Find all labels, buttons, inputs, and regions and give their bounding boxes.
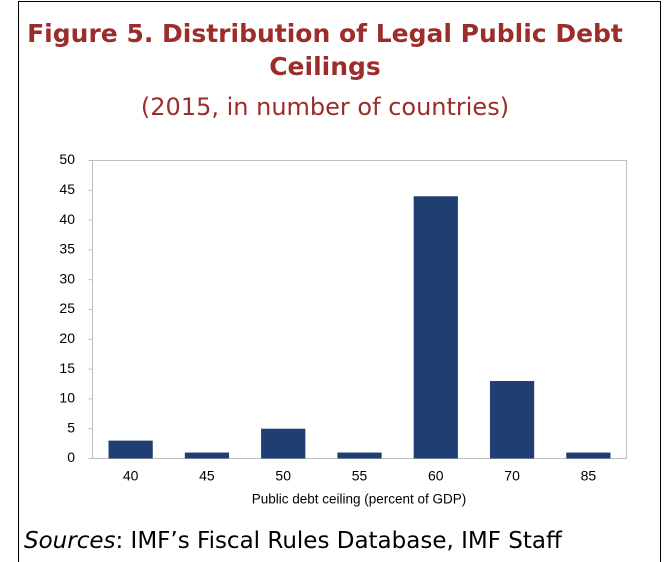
y-tick-label: 10 bbox=[59, 390, 75, 406]
x-axis-label: Public debt ceiling (percent of GDP) bbox=[252, 492, 467, 507]
bar bbox=[489, 381, 535, 459]
y-tick-label: 20 bbox=[59, 330, 75, 346]
x-tick-label: 40 bbox=[123, 468, 139, 484]
chart-title: Ceilings bbox=[269, 52, 381, 81]
y-tick-label: 40 bbox=[59, 211, 75, 227]
x-tick-label: 55 bbox=[352, 468, 368, 484]
bar bbox=[261, 428, 306, 459]
chart-subtitle: (2015, in number of countries) bbox=[141, 93, 509, 121]
source: Sources: IMF’s Fiscal Rules Database, IM… bbox=[24, 528, 563, 554]
x-tick-label: 50 bbox=[275, 468, 291, 484]
y-tick-label: 0 bbox=[67, 449, 75, 465]
y-tick-label: 35 bbox=[59, 241, 75, 257]
bar bbox=[184, 452, 230, 459]
plot-frame bbox=[92, 160, 627, 459]
bar bbox=[337, 452, 382, 459]
x-tick-label: 85 bbox=[581, 468, 597, 484]
y-tick-label: 30 bbox=[59, 270, 75, 286]
y-tick-label: 25 bbox=[59, 300, 75, 316]
chart-title: Figure 5. Distribution of Legal Public D… bbox=[27, 19, 623, 48]
bar bbox=[108, 440, 153, 459]
x-tick-label: 45 bbox=[199, 468, 215, 484]
source-label: Sources bbox=[24, 528, 116, 554]
x-tick-label: 70 bbox=[504, 468, 520, 484]
source-text: : IMF’s Fiscal Rules Database, IMF Staff bbox=[115, 528, 562, 554]
frame bbox=[18, 1, 661, 562]
x-tick-label: 60 bbox=[428, 468, 444, 484]
bar bbox=[413, 196, 458, 459]
y-tick-label: 45 bbox=[59, 181, 75, 197]
y-tick-label: 50 bbox=[59, 151, 75, 167]
bar bbox=[566, 452, 611, 459]
y-tick-label: 15 bbox=[59, 360, 75, 376]
y-tick-label: 5 bbox=[67, 419, 75, 435]
